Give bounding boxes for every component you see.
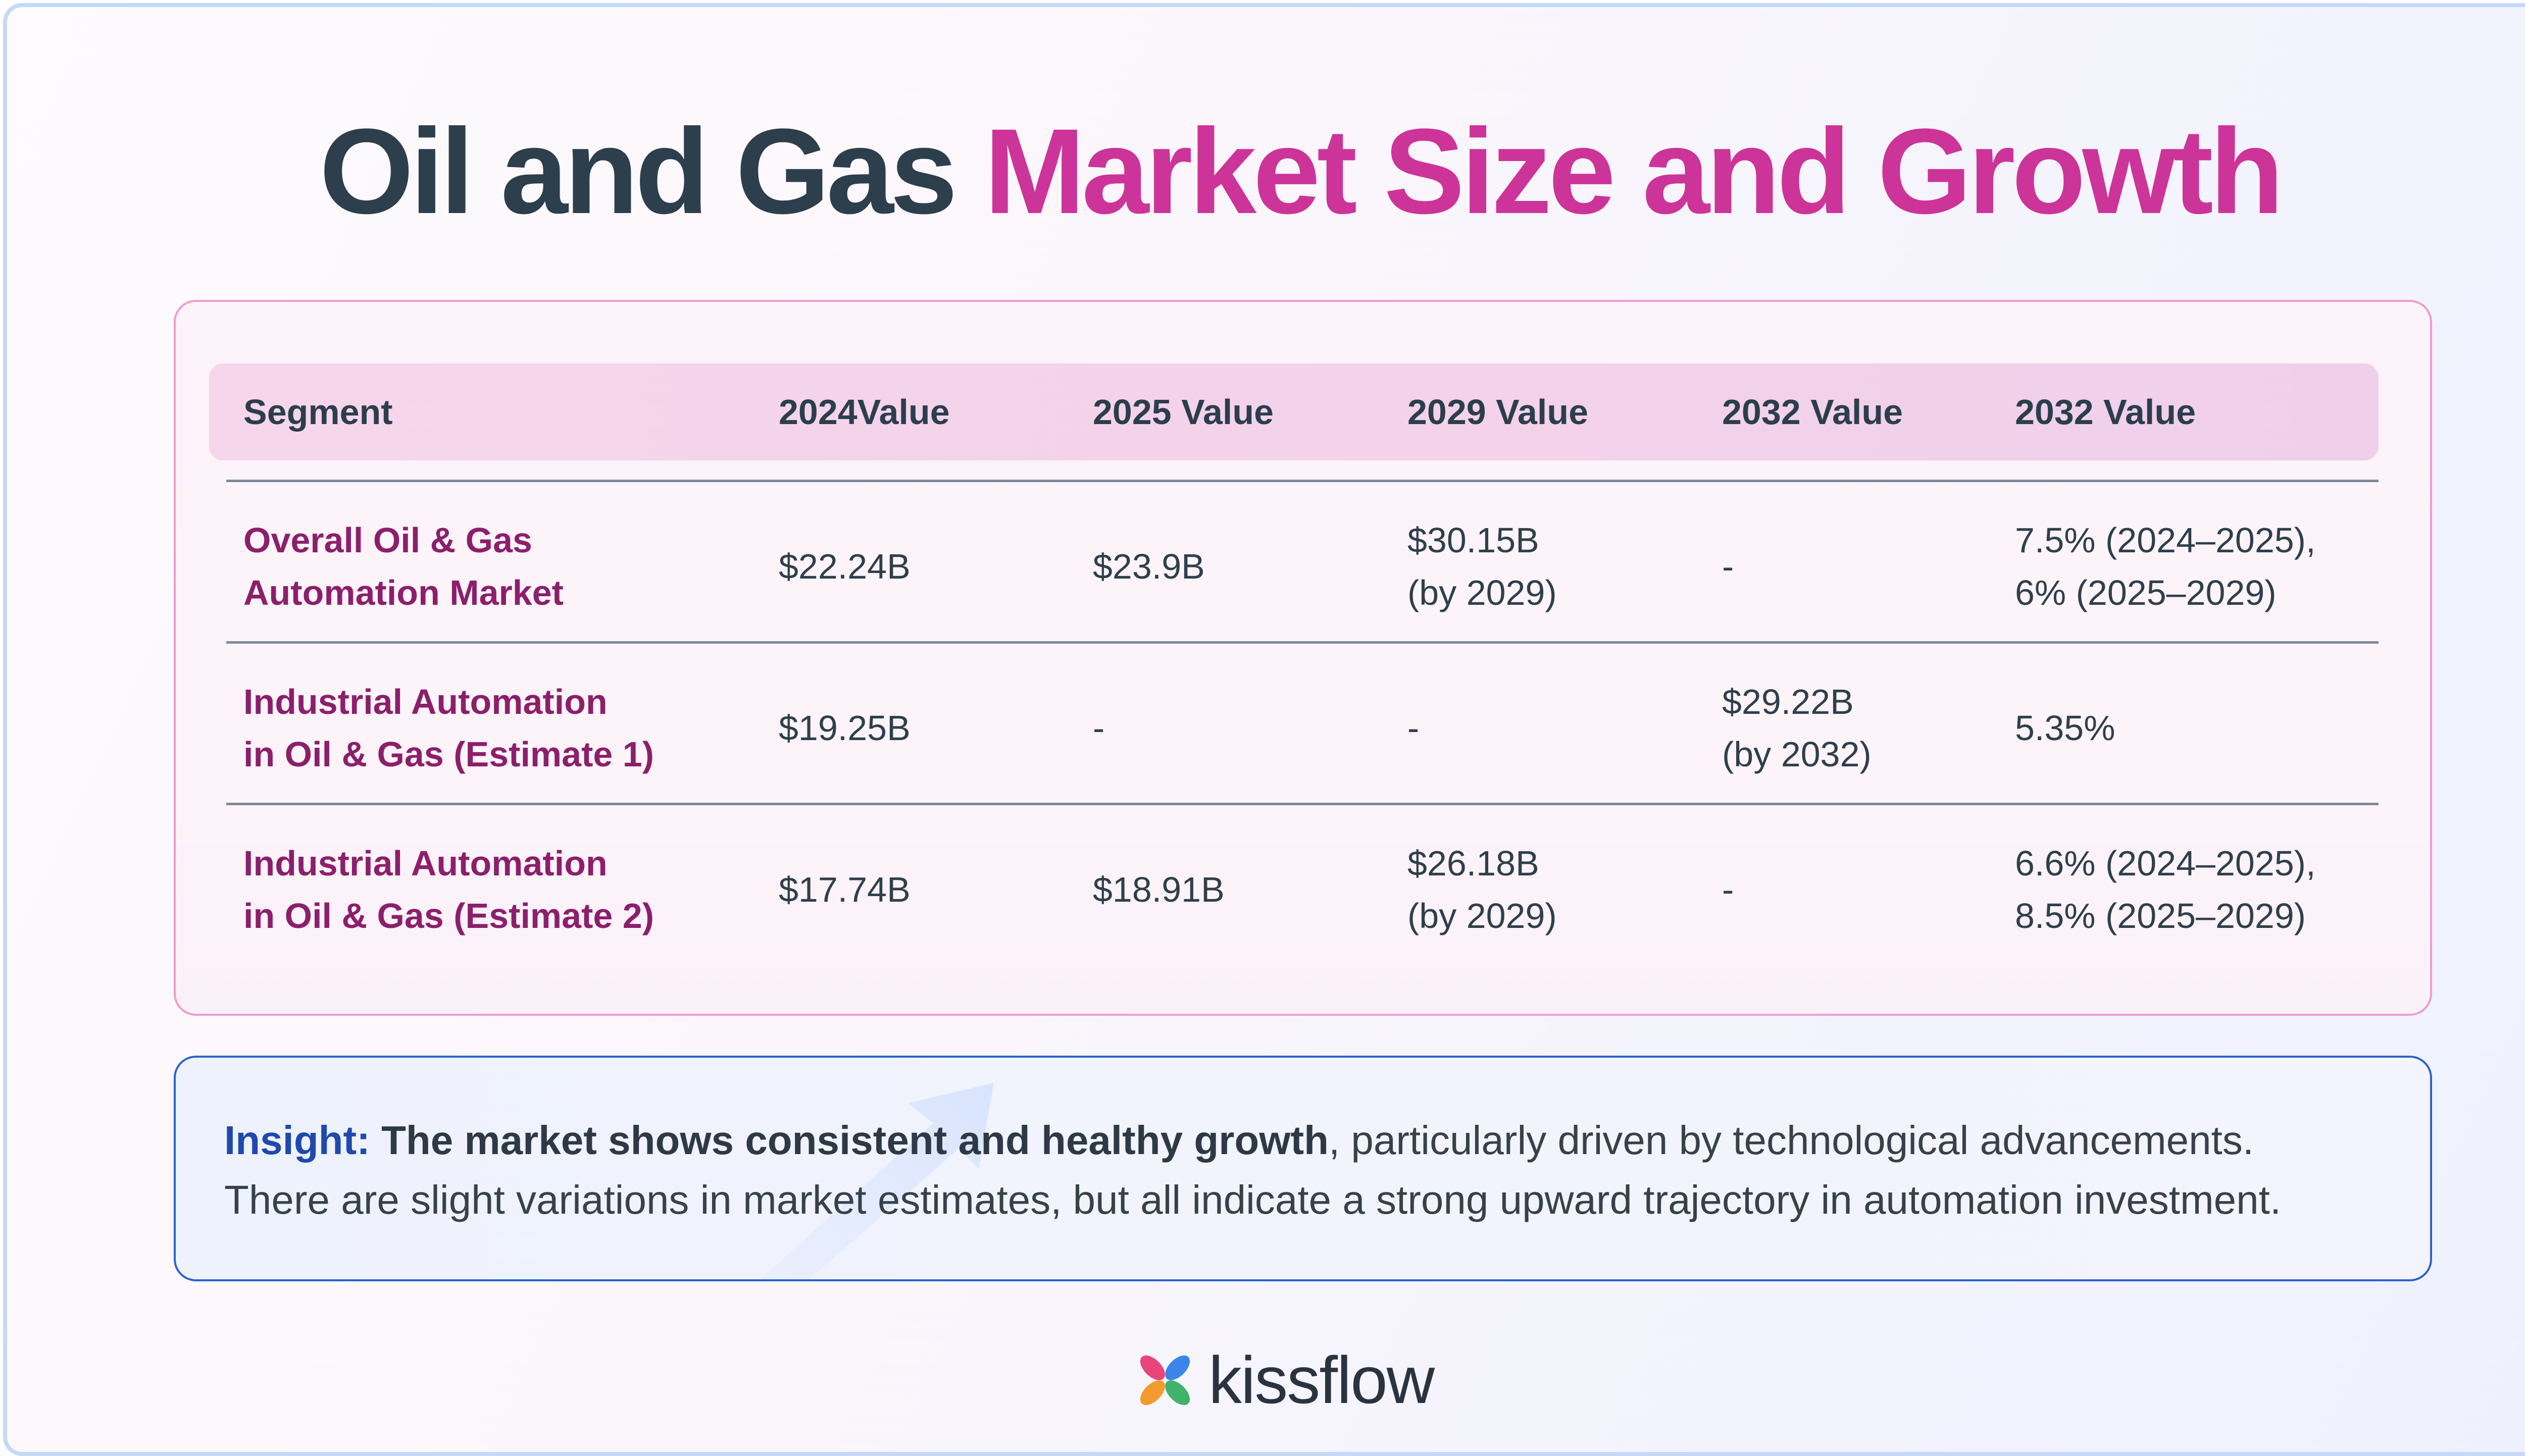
row1-2032-value: - [1722, 547, 1734, 586]
kissflow-logo: kissflow [1137, 1340, 1435, 1421]
insight-box: Insight: The market shows consistent and… [174, 1056, 2432, 1281]
row1-segment: Overall Oil & Gas Automation Market [243, 521, 564, 612]
row-divider [226, 480, 2379, 482]
row1-growth: 7.5% (2024–2025), 6% (2025–2029) [2015, 521, 2316, 612]
row2-2029-value: - [1407, 708, 1420, 748]
header-2029-value: 2029 Value [1407, 392, 1589, 432]
row2-2024-value: $19.25B [779, 708, 911, 748]
header-2032-value: 2032 Value [1722, 392, 1903, 432]
table-header-row: Segment 2024Value 2025 Value 2029 Value … [209, 363, 2379, 460]
kissflow-butterfly-icon [1140, 1355, 1190, 1406]
page-title: Oil and Gas Market Size and Growth [7, 111, 2525, 232]
row1-2025-value: $23.9B [1093, 547, 1205, 586]
market-table: Segment 2024Value 2025 Value 2029 Value … [174, 300, 2432, 1016]
header-segment: Segment [243, 392, 393, 432]
row1-2029-value: $30.15B (by 2029) [1407, 521, 1557, 612]
row2-growth: 5.35% [2015, 708, 2115, 748]
row3-segment: Industrial Automation in Oil & Gas (Esti… [243, 844, 654, 935]
row1-2024-value: $22.24B [779, 547, 911, 586]
title-part-dark: Oil and Gas [319, 103, 958, 239]
row3-2032-value: - [1722, 870, 1734, 909]
kissflow-wordmark: kissflow [1208, 1343, 1435, 1417]
row3-growth: 6.6% (2024–2025), 8.5% (2025–2029) [2015, 844, 2316, 935]
insight-line1-rest: , particularly driven by technological a… [1328, 1118, 2254, 1163]
row-divider [226, 641, 2379, 644]
page-frame: Oil and Gas Market Size and Growth Segme… [3, 3, 2525, 1456]
header-2025-value: 2025 Value [1093, 392, 1274, 432]
row3-2024-value: $17.74B [779, 870, 911, 909]
insight-line2: There are slight variations in market es… [224, 1177, 2282, 1222]
row3-2025-value: $18.91B [1093, 870, 1225, 909]
growth-arrow-icon [760, 1083, 994, 1279]
insight-label: Insight: [224, 1118, 370, 1163]
row2-2025-value: - [1093, 708, 1105, 748]
insight-text: Insight: The market shows consistent and… [224, 1111, 2396, 1230]
row2-segment: Industrial Automation in Oil & Gas (Esti… [243, 682, 654, 774]
title-part-accent: Market Size and Growth [984, 103, 2284, 239]
row2-2032-value: $29.22B (by 2032) [1722, 682, 1872, 774]
row3-2029-value: $26.18B (by 2029) [1407, 844, 1557, 935]
header-2032-value-2: 2032 Value [2015, 392, 2196, 432]
row-divider [226, 803, 2379, 805]
insight-emphasis: The market shows consistent and healthy … [381, 1118, 1329, 1163]
header-2024-value: 2024Value [779, 392, 950, 432]
